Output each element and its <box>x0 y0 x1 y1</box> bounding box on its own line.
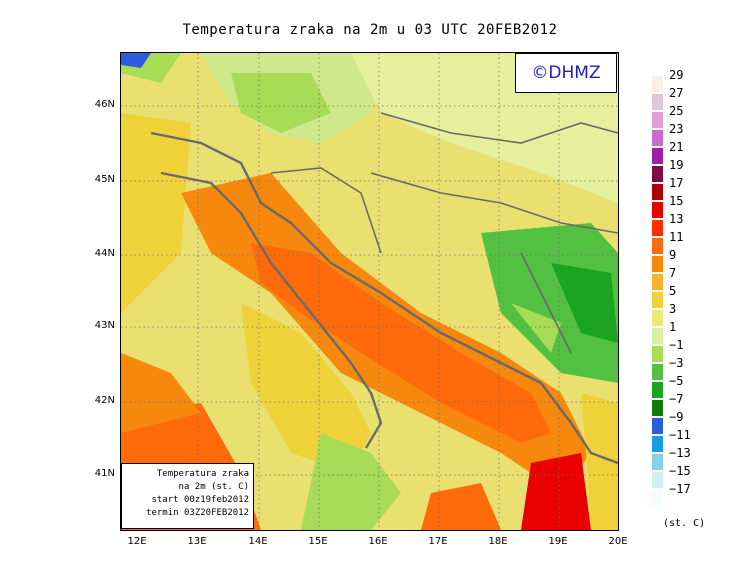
lon-tick-16e: 16E <box>368 536 388 547</box>
legend-label: 9 <box>669 248 677 262</box>
lon-tick-20e: 20E <box>608 536 628 547</box>
legend-swatch <box>651 327 664 345</box>
legend-label: 25 <box>669 104 684 118</box>
legend-label: 13 <box>669 212 684 226</box>
legend-swatch <box>651 273 664 291</box>
lon-tick-19e: 19E <box>548 536 568 547</box>
map-title: Temperatura zraka na 2m u 03 UTC 20FEB20… <box>182 22 558 38</box>
lon-tick-15e: 15E <box>308 536 328 547</box>
lon-tick-12e: 12E <box>127 536 147 547</box>
legend-label: 19 <box>669 158 684 172</box>
legend-swatch <box>651 183 664 201</box>
legend-swatch <box>651 345 664 363</box>
legend-swatch <box>651 381 664 399</box>
legend-swatch <box>651 309 664 327</box>
legend-label: −11 <box>669 428 691 442</box>
lat-tick-45n: 45N <box>94 174 115 185</box>
legend-swatch <box>651 453 664 471</box>
legend-label: −15 <box>669 464 691 478</box>
legend-label: 1 <box>669 320 677 334</box>
legend-label: −1 <box>669 338 684 352</box>
legend-swatch <box>651 165 664 183</box>
legend-label: −9 <box>669 410 684 424</box>
legend-label: −13 <box>669 446 691 460</box>
legend-label: 27 <box>669 86 684 100</box>
info-line-3: start 00z19feb2012 <box>151 495 249 505</box>
color-legend <box>651 75 664 507</box>
lon-tick-18e: 18E <box>488 536 508 547</box>
legend-label: 7 <box>669 266 677 280</box>
legend-label: 17 <box>669 176 684 190</box>
legend-swatch <box>651 489 664 507</box>
info-line-1: Temperatura zraka <box>156 469 249 479</box>
legend-swatch <box>651 291 664 309</box>
lat-tick-42n: 42N <box>94 395 115 406</box>
legend-label: 3 <box>669 302 677 316</box>
lat-tick-46n: 46N <box>94 99 115 110</box>
legend-swatch <box>651 399 664 417</box>
forecast-info-box: Temperatura zraka na 2m (st. C) start 00… <box>121 463 254 529</box>
legend-swatch <box>651 471 664 489</box>
lat-tick-44n: 44N <box>94 248 115 259</box>
legend-unit: (st. C) <box>663 518 706 529</box>
lon-tick-17e: 17E <box>428 536 448 547</box>
info-line-2: na 2m (st. C) <box>178 482 249 492</box>
legend-label: −17 <box>669 482 691 496</box>
legend-swatch <box>651 435 664 453</box>
info-line-4: termin 03Z20FEB2012 <box>146 508 249 518</box>
legend-swatch <box>651 75 664 93</box>
legend-swatch <box>651 147 664 165</box>
legend-swatch <box>651 111 664 129</box>
legend-swatch <box>651 417 664 435</box>
temperature-map <box>120 52 619 531</box>
legend-swatch <box>651 129 664 147</box>
legend-label: 5 <box>669 284 677 298</box>
lat-tick-43n: 43N <box>94 320 115 331</box>
dhmz-logo: ©DHMZ <box>515 53 617 93</box>
legend-swatch <box>651 201 664 219</box>
lon-tick-14e: 14E <box>248 536 268 547</box>
legend-swatch <box>651 363 664 381</box>
legend-label: 23 <box>669 122 684 136</box>
legend-swatch <box>651 219 664 237</box>
legend-label: −5 <box>669 374 684 388</box>
lat-tick-41n: 41N <box>94 468 115 479</box>
legend-label: 15 <box>669 194 684 208</box>
legend-label: 21 <box>669 140 684 154</box>
legend-label: 29 <box>669 68 684 82</box>
legend-label: −7 <box>669 392 684 406</box>
legend-label: 11 <box>669 230 684 244</box>
legend-swatch <box>651 255 664 273</box>
lon-tick-13e: 13E <box>187 536 207 547</box>
legend-label: −3 <box>669 356 684 370</box>
legend-swatch <box>651 93 664 111</box>
legend-swatch <box>651 237 664 255</box>
